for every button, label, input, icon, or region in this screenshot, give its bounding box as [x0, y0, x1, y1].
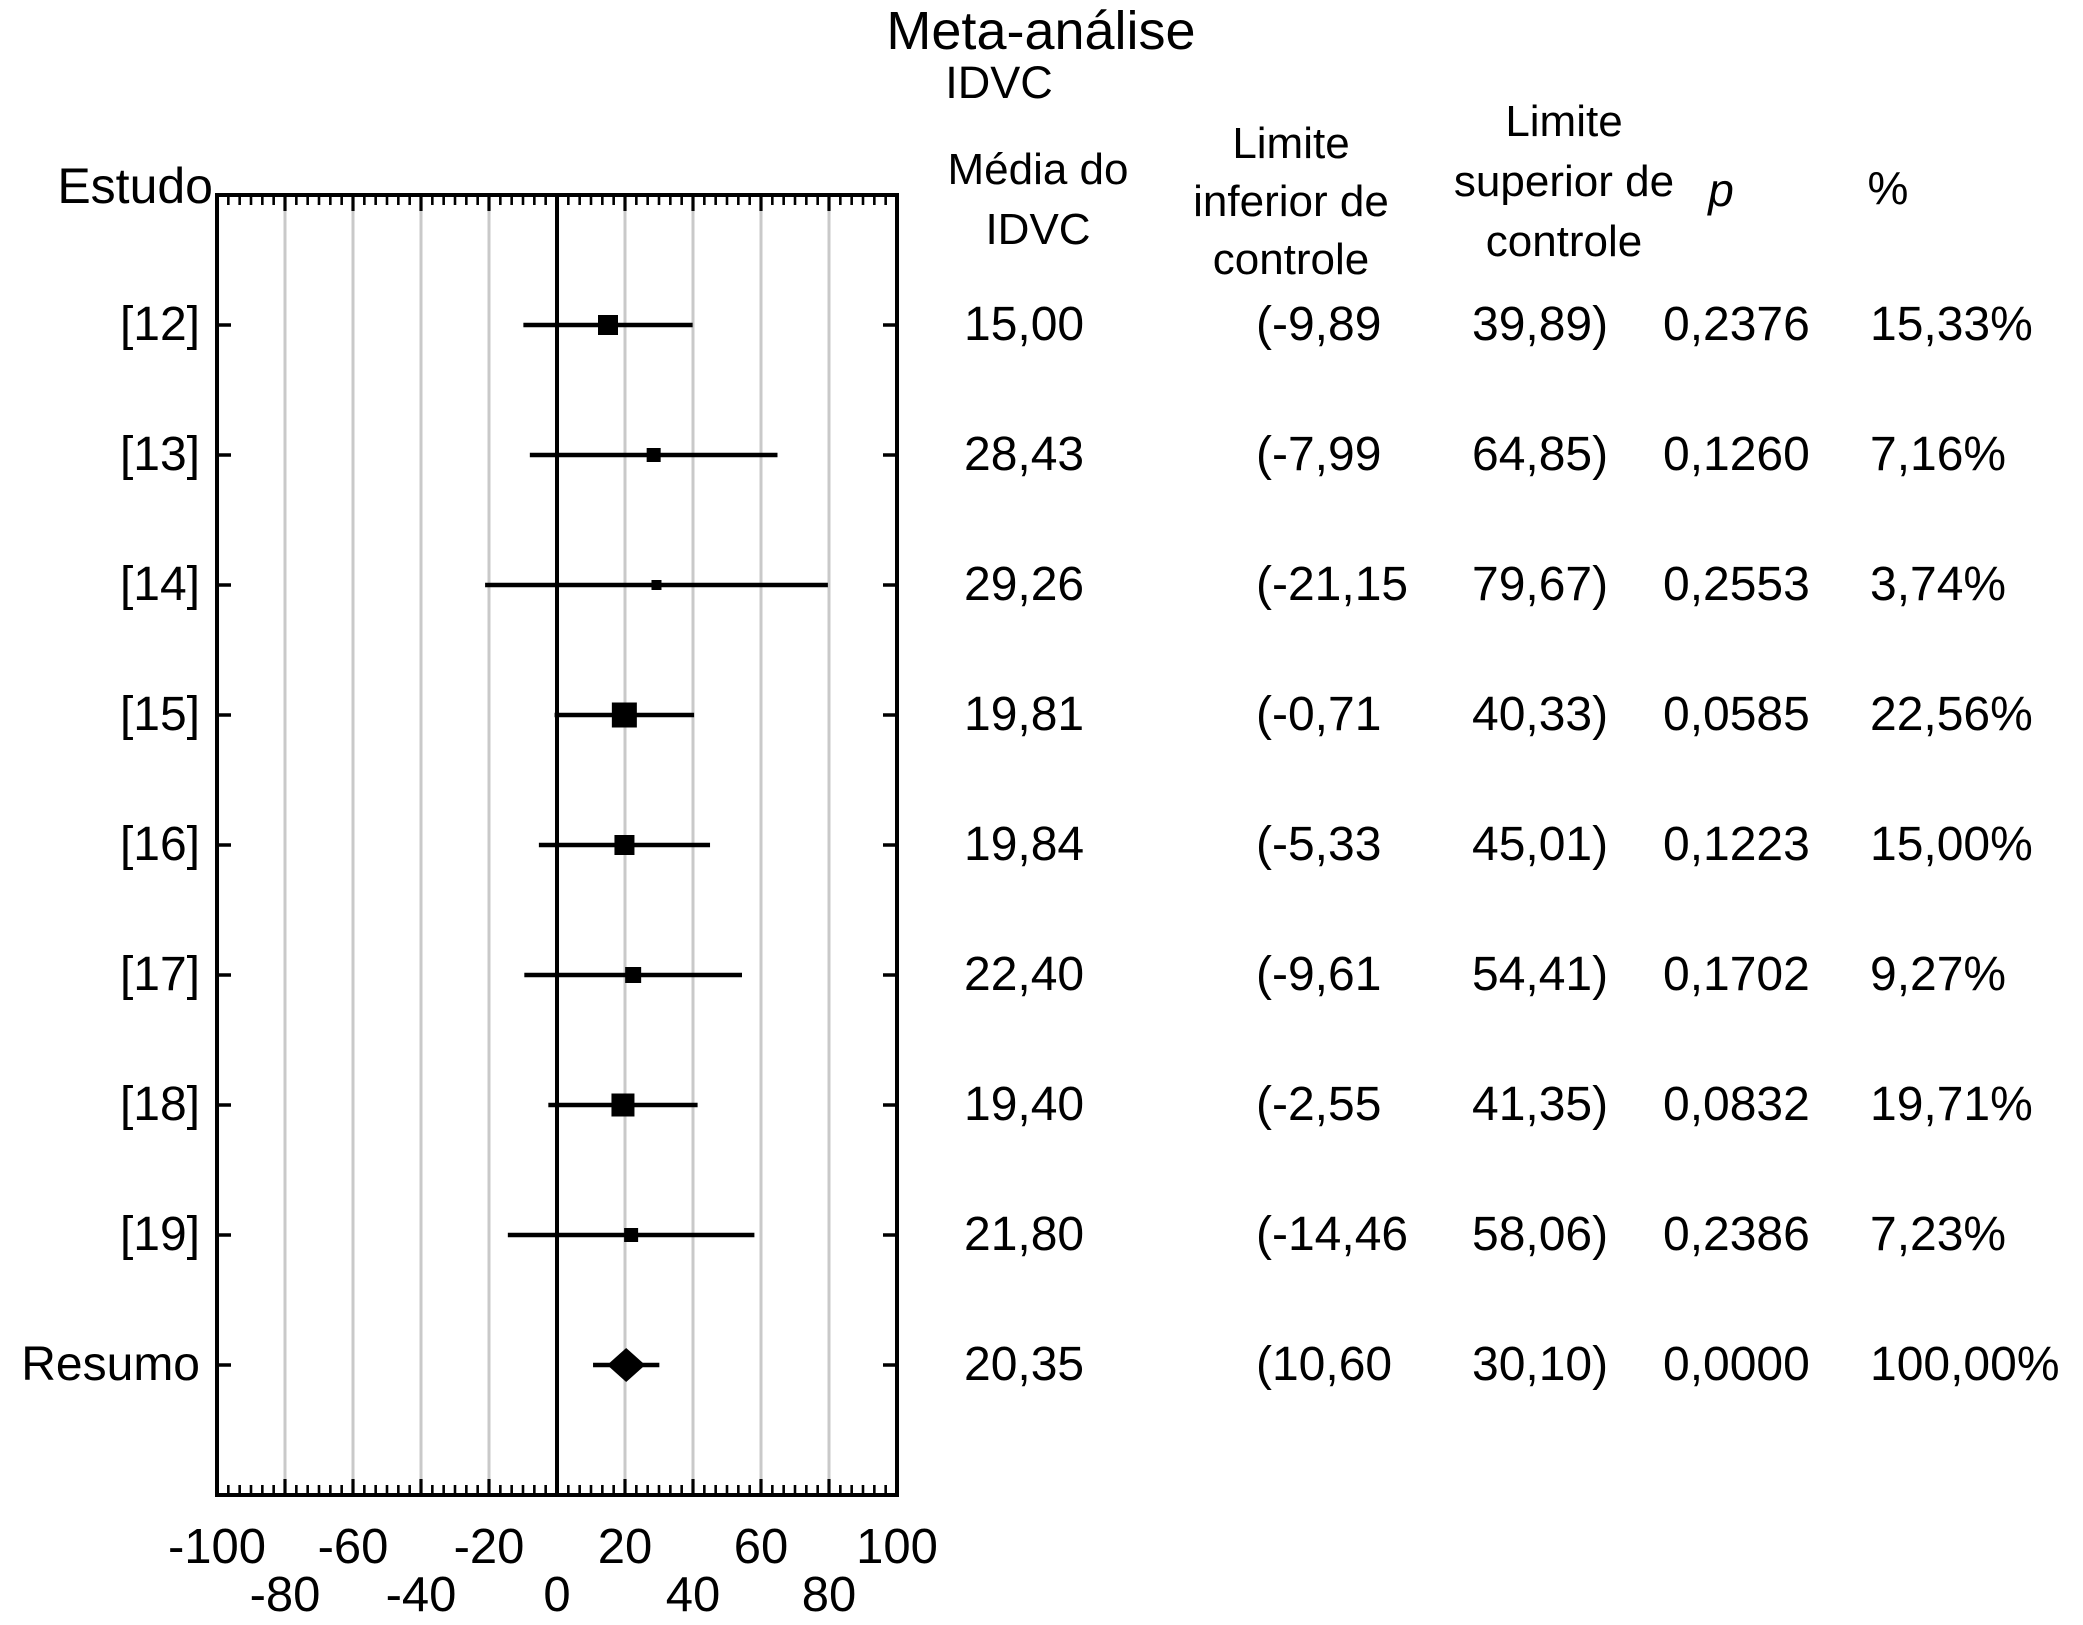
mean-value: 28,43 [964, 428, 1085, 481]
p-value: 0,0832 [1663, 1078, 1810, 1131]
ci-high-value: 30,10) [1472, 1338, 1609, 1391]
ci-high-value: 64,85) [1472, 428, 1609, 481]
chart-title: Meta-análise [886, 1, 1196, 61]
mean-value: 19,40 [964, 1078, 1085, 1131]
p-value: 0,1702 [1663, 948, 1810, 1001]
x-tick-label: -20 [453, 1520, 525, 1574]
ci-high-value: 58,06) [1472, 1208, 1609, 1261]
x-tick-label: -60 [317, 1520, 389, 1574]
weight-percent-value: 7,23% [1870, 1208, 2007, 1261]
study-label: [12] [119, 298, 200, 351]
column-header-ci-upper-line1: Limite [1505, 97, 1623, 146]
mean-value: 20,35 [964, 1338, 1085, 1391]
weight-percent-value: 15,00% [1870, 818, 2033, 871]
mean-value: 22,40 [964, 948, 1085, 1001]
weight-percent-value: 7,16% [1870, 428, 2007, 481]
mean-square-marker [611, 1093, 635, 1117]
study-label: [19] [119, 1208, 200, 1261]
mean-square-marker [624, 1228, 639, 1242]
weight-percent-value: 22,56% [1870, 688, 2033, 741]
study-label: [17] [119, 948, 200, 1001]
study-label: [15] [119, 688, 200, 741]
study-label: [18] [119, 1078, 200, 1131]
p-value: 0,0000 [1663, 1338, 1810, 1391]
ci-high-value: 39,89) [1472, 298, 1609, 351]
column-header-ci-lower: Limite inferior de controle [1129, 115, 1453, 289]
ci-low-value: (-14,46 [1256, 1208, 1409, 1261]
mean-square-marker [625, 967, 642, 983]
study-label: [16] [119, 818, 200, 871]
column-header-ci-lower-line2: inferior de [1193, 177, 1389, 226]
mean-square-marker [598, 315, 618, 335]
x-tick-label: 20 [597, 1520, 653, 1574]
study-label: Resumo [21, 1338, 200, 1391]
column-header-mean-line1: Média do [947, 145, 1129, 194]
summary-diamond-marker [607, 1348, 646, 1382]
column-header-percent: % [1867, 162, 1909, 214]
p-value: 0,1260 [1663, 428, 1810, 481]
column-header-ci-upper: Limite superior de controle [1402, 92, 1726, 272]
mean-square-marker [651, 580, 662, 590]
x-tick-label: 0 [543, 1568, 571, 1622]
ci-low-value: (-0,71 [1256, 688, 1382, 741]
p-value: 0,0585 [1663, 688, 1810, 741]
ci-low-value: (-5,33 [1256, 818, 1382, 871]
ci-low-value: (-7,99 [1256, 428, 1382, 481]
column-header-mean: Média do IDVC [888, 140, 1188, 260]
mean-square-marker [614, 835, 635, 855]
x-tick-label: -40 [385, 1568, 457, 1622]
ci-low-value: (-21,15 [1256, 558, 1409, 611]
x-tick-label: -80 [249, 1568, 321, 1622]
ci-high-value: 40,33) [1472, 688, 1609, 741]
mean-value: 21,80 [964, 1208, 1085, 1261]
mean-value: 15,00 [964, 298, 1085, 351]
mean-value: 19,81 [964, 688, 1085, 741]
mean-value: 29,26 [964, 558, 1085, 611]
ci-low-value: (-2,55 [1256, 1078, 1382, 1131]
study-label: [13] [119, 428, 200, 481]
p-value: 0,2553 [1663, 558, 1810, 611]
ci-low-value: (10,60 [1256, 1338, 1393, 1391]
ci-high-value: 54,41) [1472, 948, 1609, 1001]
column-header-ci-lower-line3: controle [1212, 235, 1370, 284]
weight-percent-value: 100,00% [1870, 1338, 2060, 1391]
p-value: 0,2376 [1663, 298, 1810, 351]
p-value: 0,1223 [1663, 818, 1810, 871]
weight-percent-value: 3,74% [1870, 558, 2007, 611]
x-tick-label: 80 [801, 1568, 857, 1622]
column-header-ci-upper-line3: controle [1485, 217, 1643, 266]
x-tick-label: 100 [856, 1520, 938, 1574]
x-tick-label: -100 [167, 1520, 267, 1574]
ci-high-value: 45,01) [1472, 818, 1609, 871]
mean-square-marker [611, 702, 637, 728]
ci-high-value: 79,67) [1472, 558, 1609, 611]
study-label: [14] [119, 558, 200, 611]
weight-percent-value: 15,33% [1870, 298, 2033, 351]
ci-high-value: 41,35) [1472, 1078, 1609, 1131]
column-header-ci-upper-line2: superior de [1453, 157, 1675, 206]
mean-value: 19,84 [964, 818, 1085, 871]
x-tick-label: 40 [665, 1568, 721, 1622]
chart-subtitle: IDVC [945, 57, 1053, 108]
ci-low-value: (-9,89 [1256, 298, 1382, 351]
ci-low-value: (-9,61 [1256, 948, 1382, 1001]
column-header-ci-lower-line1: Limite [1232, 119, 1350, 168]
weight-percent-value: 19,71% [1870, 1078, 2033, 1131]
column-header-p: p [1708, 164, 1734, 216]
weight-percent-value: 9,27% [1870, 948, 2007, 1001]
study-axis-title: Estudo [57, 158, 213, 214]
x-tick-label: 60 [733, 1520, 789, 1574]
column-header-mean-line2: IDVC [985, 205, 1091, 254]
mean-square-marker [646, 448, 661, 462]
p-value: 0,2386 [1663, 1208, 1810, 1261]
